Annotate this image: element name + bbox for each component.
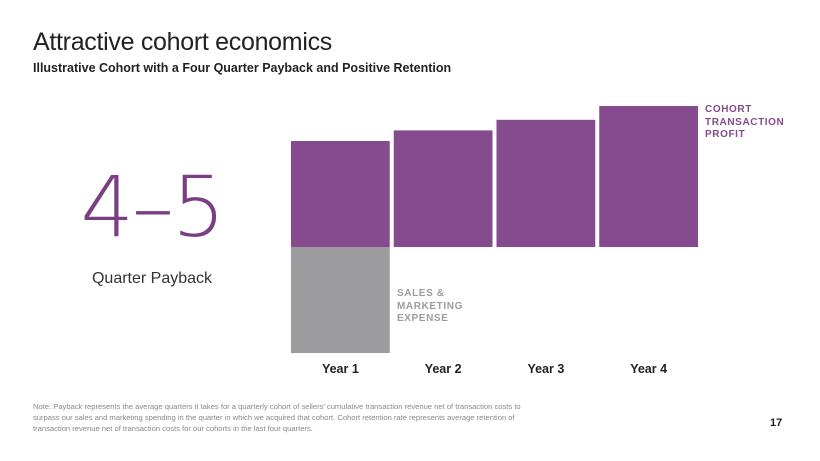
bar	[496, 119, 596, 247]
x-tick-label: Year 1	[322, 362, 359, 376]
x-tick-label: Year 3	[527, 362, 564, 376]
bar	[291, 141, 390, 247]
big-stat-label: Quarter Payback	[91, 270, 213, 287]
x-tick-label: Year 4	[630, 362, 667, 376]
legend-label: SALES & MARKETING EXPENSE	[397, 288, 463, 324]
bar	[393, 130, 493, 247]
slide-subtitle: Illustrative Cohort with a Four Quarter …	[33, 61, 452, 75]
legend-label: COHORT TRANSACTION PROFIT	[705, 104, 785, 140]
x-tick-label: Year 2	[425, 362, 462, 376]
slide-title: Attractive cohort economics	[33, 28, 332, 56]
page-number: 17	[770, 417, 783, 429]
bar	[291, 247, 390, 353]
bar	[599, 106, 698, 248]
big-stat: 4–5	[80, 158, 226, 256]
footnote: Note: Payback represents the average qua…	[33, 402, 521, 434]
